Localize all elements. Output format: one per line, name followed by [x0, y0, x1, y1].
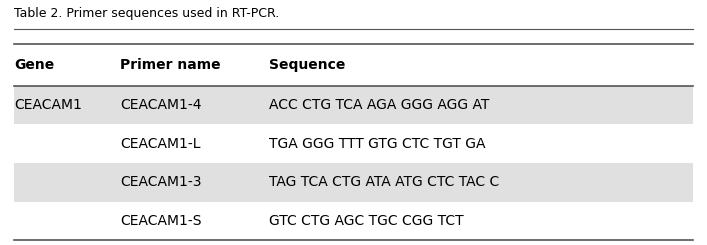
Text: ACC CTG TCA AGA GGG AGG AT: ACC CTG TCA AGA GGG AGG AT — [269, 98, 489, 112]
Bar — [14, 163, 693, 201]
Text: CEACAM1-3: CEACAM1-3 — [120, 175, 201, 189]
Text: CEACAM1-S: CEACAM1-S — [120, 214, 201, 228]
Text: TGA GGG TTT GTG CTC TGT GA: TGA GGG TTT GTG CTC TGT GA — [269, 137, 485, 151]
Text: Table 2. Primer sequences used in RT-PCR.: Table 2. Primer sequences used in RT-PCR… — [14, 7, 279, 20]
Bar — [14, 44, 693, 86]
Text: Sequence: Sequence — [269, 58, 345, 72]
Bar — [14, 201, 693, 240]
Text: GTC CTG AGC TGC CGG TCT: GTC CTG AGC TGC CGG TCT — [269, 214, 463, 228]
Bar — [14, 124, 693, 163]
Bar — [14, 86, 693, 124]
Text: CEACAM1-L: CEACAM1-L — [120, 137, 201, 151]
Text: TAG TCA CTG ATA ATG CTC TAC C: TAG TCA CTG ATA ATG CTC TAC C — [269, 175, 499, 189]
Text: Gene: Gene — [14, 58, 54, 72]
Text: Primer name: Primer name — [120, 58, 221, 72]
Text: CEACAM1-4: CEACAM1-4 — [120, 98, 201, 112]
Text: CEACAM1: CEACAM1 — [14, 98, 82, 112]
